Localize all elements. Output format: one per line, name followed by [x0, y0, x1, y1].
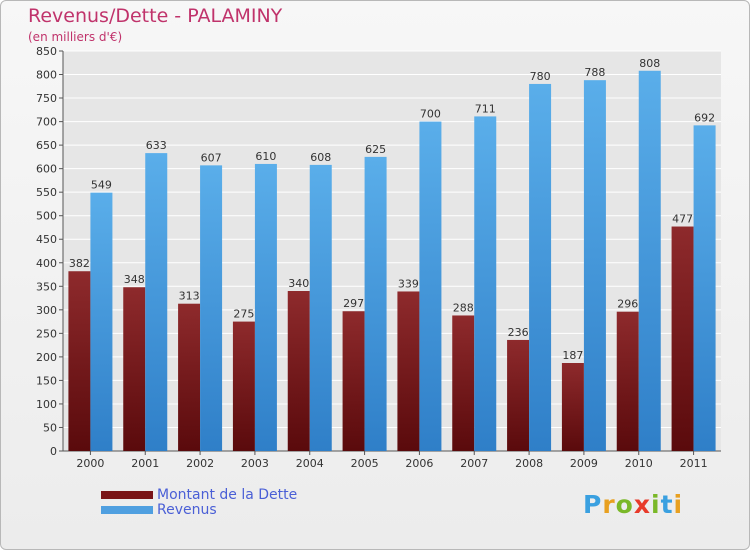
logo-letter: P	[583, 490, 603, 519]
bar-revenus	[254, 163, 277, 452]
logo-letter: t	[660, 490, 674, 519]
y-tick-label: 100	[36, 398, 57, 411]
y-tick-label: 50	[43, 421, 57, 434]
bar-dette	[68, 271, 91, 451]
data-label-dette: 296	[617, 298, 638, 311]
bar-revenus	[90, 192, 113, 451]
y-tick-label: 300	[36, 304, 57, 317]
legend-label-revenus: Revenus	[157, 501, 217, 518]
plot-area	[63, 51, 721, 451]
y-tick-label: 550	[36, 186, 57, 199]
x-tick-label: 2011	[680, 457, 708, 470]
data-label-revenus: 608	[310, 151, 331, 164]
y-tick-label: 750	[36, 92, 57, 105]
x-tick-label: 2005	[351, 457, 379, 470]
bar-dette	[178, 303, 201, 451]
bar-revenus	[638, 70, 661, 451]
data-label-revenus: 700	[420, 108, 441, 121]
x-tick-label: 2003	[241, 457, 269, 470]
y-tick-label: 650	[36, 139, 57, 152]
logo-letter: x	[633, 490, 651, 519]
x-tick-label: 2001	[131, 457, 159, 470]
data-label-revenus: 625	[365, 143, 386, 156]
bar-dette	[561, 363, 584, 451]
y-tick-label: 850	[36, 45, 57, 58]
y-tick-label: 400	[36, 257, 57, 270]
data-label-dette: 382	[69, 257, 90, 270]
data-label-dette: 348	[124, 273, 145, 286]
bar-dette	[671, 226, 694, 451]
y-tick-label: 150	[36, 374, 57, 387]
data-label-dette: 339	[398, 277, 419, 290]
bar-dette	[287, 291, 310, 451]
bar-revenus	[529, 83, 552, 452]
data-label-revenus: 607	[201, 151, 222, 164]
bar-dette	[507, 339, 530, 451]
x-tick-label: 2007	[460, 457, 488, 470]
proxiti-logo: Proxiti	[583, 490, 683, 519]
bar-revenus	[693, 125, 716, 452]
logo-letter: i	[651, 490, 661, 519]
y-tick-label: 700	[36, 116, 57, 129]
data-label-revenus: 808	[639, 57, 660, 70]
data-label-revenus: 788	[584, 66, 605, 79]
chart-title: Revenus/Dette - PALAMINY	[28, 5, 283, 27]
bar-revenus	[145, 153, 168, 451]
logo-letter: i	[673, 490, 684, 519]
y-tick-label: 200	[36, 351, 57, 364]
y-tick-label: 250	[36, 327, 57, 340]
logo-letter: o	[615, 490, 634, 519]
x-tick-label: 2004	[296, 457, 324, 470]
x-tick-label: 2002	[186, 457, 214, 470]
data-label-dette: 297	[343, 297, 364, 310]
bar-revenus	[200, 165, 223, 451]
data-label-dette: 275	[233, 308, 254, 321]
data-label-dette: 236	[508, 326, 529, 339]
x-tick-label: 2008	[515, 457, 543, 470]
y-tick-label: 500	[36, 210, 57, 223]
y-tick-label: 350	[36, 280, 57, 293]
legend-item-dette: Montant de la Dette	[101, 486, 298, 503]
bar-revenus	[474, 116, 497, 451]
data-label-dette: 187	[562, 349, 583, 362]
bar-revenus	[583, 80, 606, 452]
data-label-dette: 313	[179, 290, 200, 303]
legend-swatch-revenus	[101, 505, 153, 514]
bar-dette	[232, 321, 255, 451]
x-tick-label: 2009	[570, 457, 598, 470]
data-label-revenus: 692	[694, 111, 715, 124]
data-label-dette: 340	[288, 277, 309, 290]
bar-revenus	[419, 121, 442, 452]
bar-dette	[123, 287, 146, 451]
y-tick-label: 0	[50, 445, 57, 458]
legend: Montant de la Dette Revenus	[101, 486, 298, 518]
data-label-revenus: 610	[255, 150, 276, 163]
bar-revenus	[364, 156, 387, 451]
data-label-revenus: 633	[146, 139, 167, 152]
y-tick-label: 600	[36, 163, 57, 176]
data-label-dette: 477	[672, 213, 693, 226]
data-label-dette: 288	[453, 301, 474, 314]
bar-dette	[342, 311, 365, 451]
x-tick-label: 2006	[405, 457, 433, 470]
legend-label-dette: Montant de la Dette	[157, 486, 298, 503]
bar-dette	[397, 291, 420, 451]
data-label-revenus: 780	[530, 70, 551, 83]
y-tick-label: 450	[36, 233, 57, 246]
data-label-revenus: 549	[91, 179, 112, 192]
chart-subtitle: (en milliers d'€)	[28, 30, 123, 44]
logo-letter: r	[602, 490, 616, 519]
bar-revenus	[309, 164, 332, 451]
x-tick-label: 2000	[76, 457, 104, 470]
legend-item-revenus: Revenus	[101, 501, 297, 518]
data-label-revenus: 711	[475, 102, 496, 115]
legend-swatch-dette	[101, 490, 153, 499]
bar-dette	[616, 311, 639, 451]
bar-dette	[452, 315, 475, 451]
x-tick-label: 2010	[625, 457, 653, 470]
y-tick-label: 800	[36, 69, 57, 82]
